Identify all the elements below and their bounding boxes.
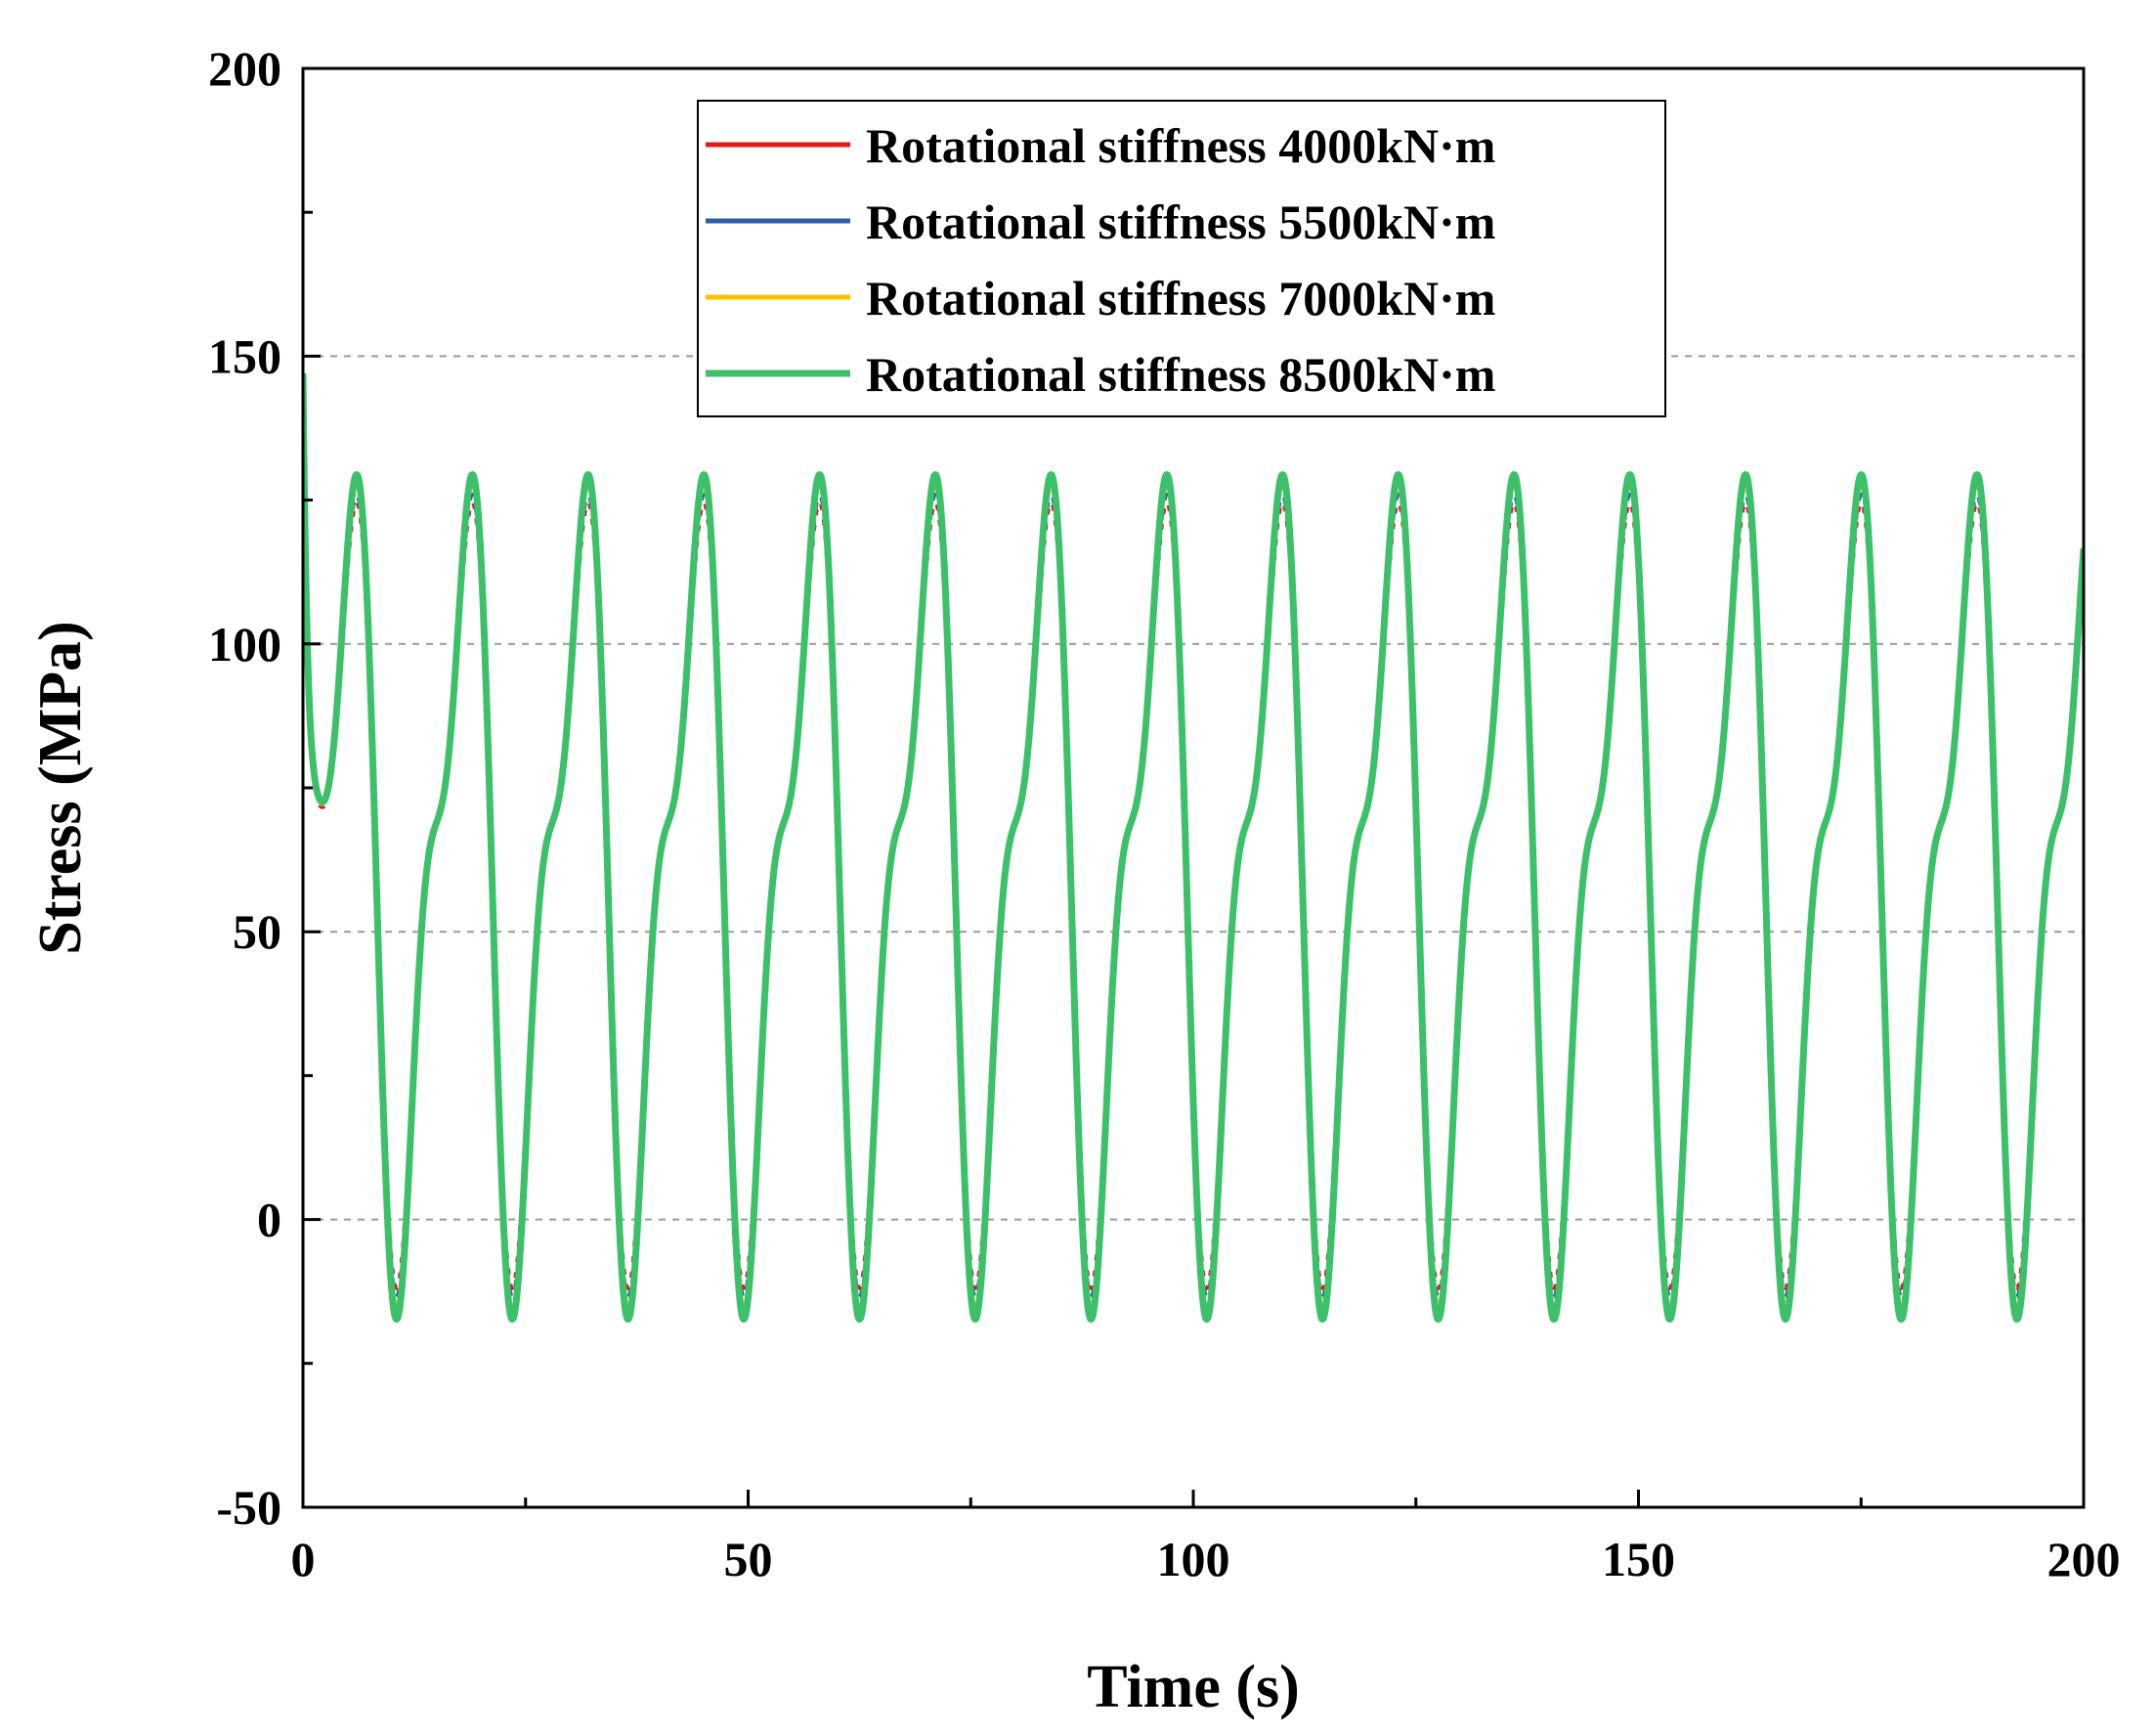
plot-area	[303, 373, 2084, 1324]
legend-label-4: Rotational stiffness 8500kN·m	[866, 347, 1495, 402]
y-tick-label: 0	[257, 1193, 281, 1247]
x-tick-label: 100	[1157, 1532, 1230, 1586]
x-axis-title: Time (s)	[1087, 1654, 1300, 1720]
series-line-4	[303, 373, 2084, 1324]
x-tick-label: 200	[2047, 1532, 2121, 1586]
x-tick-labels: 0 50 100 150 200	[291, 1532, 2121, 1586]
y-tick-labels: -50 0 50 100 150 200	[208, 41, 281, 1535]
legend-label-1: Rotational stiffness 4000kN·m	[866, 118, 1495, 173]
series-lines	[303, 373, 2084, 1324]
legend-box	[697, 100, 1666, 417]
y-tick-label: 150	[208, 328, 281, 383]
x-tick-label: 0	[291, 1532, 316, 1586]
y-tick-label: 200	[208, 41, 281, 96]
legend-label-2: Rotational stiffness 5500kN·m	[866, 195, 1495, 249]
legend-label-3: Rotational stiffness 7000kN·m	[866, 271, 1495, 326]
legend: Rotational stiffness 4000kN·m Rotational …	[697, 100, 1666, 417]
x-tick-label: 50	[724, 1532, 773, 1586]
y-tick-label: -50	[216, 1480, 281, 1535]
y-tick-label: 50	[233, 904, 281, 959]
axis-ticks	[301, 66, 2086, 1509]
x-tick-label: 150	[1602, 1532, 1675, 1586]
y-axis-title: Stress (MPa)	[27, 621, 94, 954]
y-tick-label: 100	[208, 617, 281, 672]
